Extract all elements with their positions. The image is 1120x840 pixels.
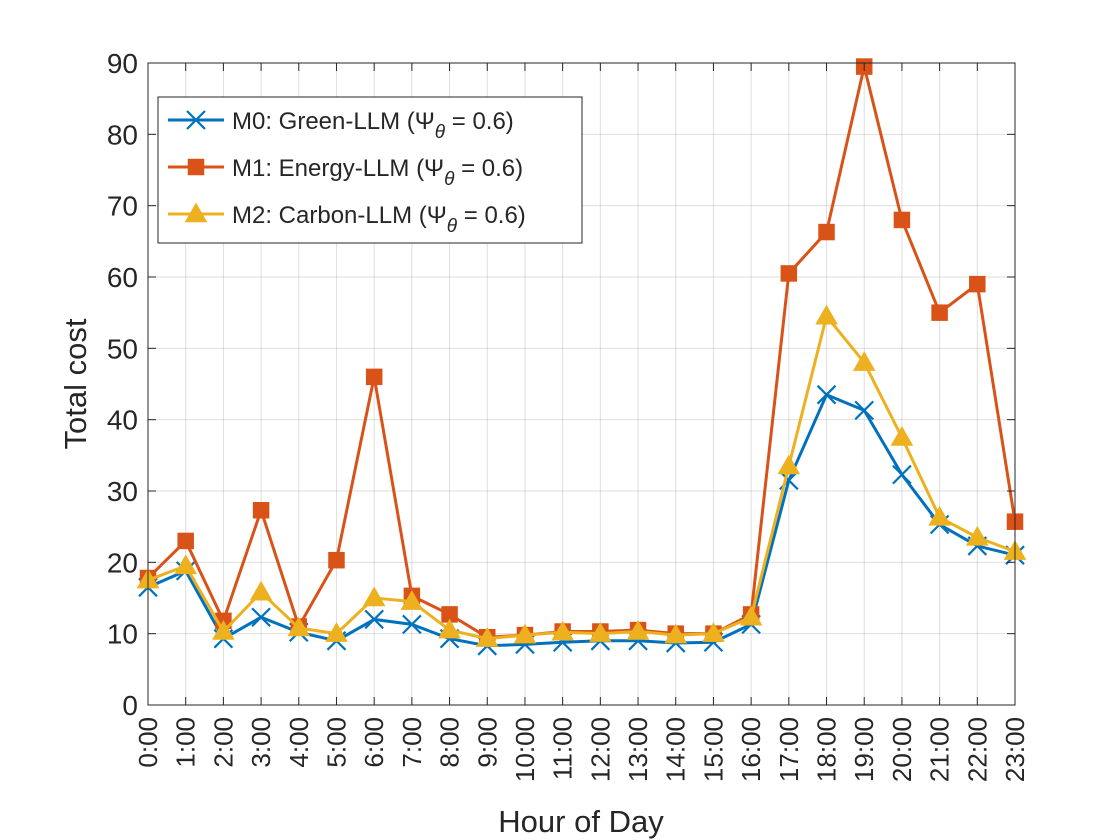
data-point: [928, 505, 951, 526]
data-point: [475, 627, 499, 647]
x-tick-label: 20:00: [887, 717, 917, 782]
x-tick-label: 14:00: [661, 717, 691, 782]
data-point: [664, 623, 688, 644]
data-point: [174, 554, 197, 575]
y-tick-label: 20: [107, 547, 138, 578]
x-tick-label: 18:00: [812, 717, 842, 782]
legend-entry: M2: Carbon-LLM (Ψθ = 0.6): [168, 202, 526, 237]
y-tick-label: 70: [107, 191, 138, 222]
data-point: [252, 502, 270, 519]
y-tick-label: 50: [107, 333, 138, 364]
y-tick-label: 30: [107, 476, 138, 507]
x-tick-label: 19:00: [849, 717, 879, 782]
data-point: [702, 622, 725, 642]
data-point: [893, 211, 911, 229]
plot-frame: [147, 62, 1016, 706]
legend-label: M2: Carbon-LLM (Ψθ = 0.6): [232, 202, 526, 237]
x-tick-label: 15:00: [698, 717, 728, 782]
data-point: [966, 525, 989, 546]
data-point: [780, 265, 798, 282]
x-tick-label: 23:00: [1000, 717, 1030, 782]
data-point: [402, 614, 422, 635]
axes: 0:00 1:00 2:00 3:00 4:00 5:00 6:00 7:00 8:00 9:00…: [107, 48, 1030, 782]
data-point: [328, 551, 345, 569]
marker-stroke: [892, 464, 912, 485]
y-tick-label: 0: [122, 690, 138, 721]
x-tick-label: 13:00: [623, 717, 653, 782]
x-tick-label: 1:00: [171, 717, 201, 768]
series-2: [136, 304, 1027, 647]
data-point: [287, 616, 311, 637]
x-tick-label: 3:00: [246, 717, 276, 768]
marker-stroke: [402, 614, 422, 635]
legend-label: M0: Green-LLM (Ψθ = 0.6): [232, 108, 514, 143]
x-tick-label: 21:00: [925, 717, 955, 782]
data-point: [969, 275, 986, 293]
data-point: [892, 464, 912, 485]
data-point: [364, 609, 384, 630]
data-point: [777, 454, 801, 475]
data-point: [890, 425, 914, 446]
x-tick-label: 0:00: [133, 717, 163, 768]
y-axis-label: Total cost: [58, 318, 93, 449]
x-tick-label: 5:00: [321, 717, 351, 768]
data-point: [589, 622, 612, 642]
data-point: [362, 586, 386, 607]
y-tick-label: 10: [107, 619, 138, 650]
data-point: [854, 400, 874, 421]
data-point: [177, 532, 194, 550]
marker-stroke: [251, 607, 271, 628]
data-point: [400, 590, 424, 610]
data-point: [212, 620, 235, 640]
marker-stroke: [854, 400, 874, 421]
x-tick-label: 22:00: [962, 717, 992, 782]
x-tick-label: 9:00: [472, 717, 502, 768]
data-point: [438, 618, 461, 639]
y-tick-label: 80: [107, 119, 138, 150]
data-point: [365, 368, 383, 386]
marker-stroke: [186, 110, 206, 130]
data-point: [739, 605, 763, 626]
legend-marker: [187, 158, 205, 176]
data-point: [513, 623, 537, 644]
x-tick-label: 10:00: [510, 717, 540, 782]
legend-entry: M1: Energy-LLM (Ψθ = 0.6): [168, 155, 523, 190]
marker-stroke: [816, 384, 837, 405]
data-point: [815, 304, 838, 325]
x-axis-label: Hour of Day: [498, 804, 664, 839]
series-layer: [136, 58, 1027, 656]
data-point: [325, 622, 348, 642]
x-tick-label: 2:00: [208, 717, 238, 768]
x-tick-label: 17:00: [774, 717, 804, 782]
marker-stroke: [364, 609, 384, 630]
legend-box: [157, 96, 583, 244]
data-point: [249, 580, 273, 601]
y-tick-label: 90: [107, 48, 138, 79]
data-point: [852, 351, 876, 371]
data-point: [626, 620, 650, 640]
y-tick-label: 40: [107, 405, 138, 436]
legend: M0: Green-LLM (Ψθ = 0.6) M1: Energy-LLM (…: [157, 96, 583, 244]
legend-entry: M0: Green-LLM (Ψθ = 0.6): [168, 108, 514, 143]
x-tick-label: 16:00: [736, 717, 766, 782]
data-point: [931, 304, 948, 321]
x-tick-label: 12:00: [585, 717, 615, 782]
series-line: [147, 314, 1016, 641]
legend-marker: [186, 110, 206, 130]
x-tick-label: 11:00: [548, 717, 578, 780]
x-tick-label: 4:00: [284, 717, 314, 768]
legend-marker: [184, 202, 208, 223]
x-tick-label: 8:00: [435, 717, 465, 768]
x-tick-label: 6:00: [359, 717, 389, 768]
data-point: [816, 384, 837, 405]
data-point: [251, 607, 271, 628]
data-point: [551, 620, 574, 641]
y-tick-label: 60: [107, 262, 138, 293]
legend-label: M1: Energy-LLM (Ψθ = 0.6): [232, 155, 523, 190]
x-tick-label: 7:00: [397, 717, 427, 768]
data-point: [818, 223, 835, 241]
